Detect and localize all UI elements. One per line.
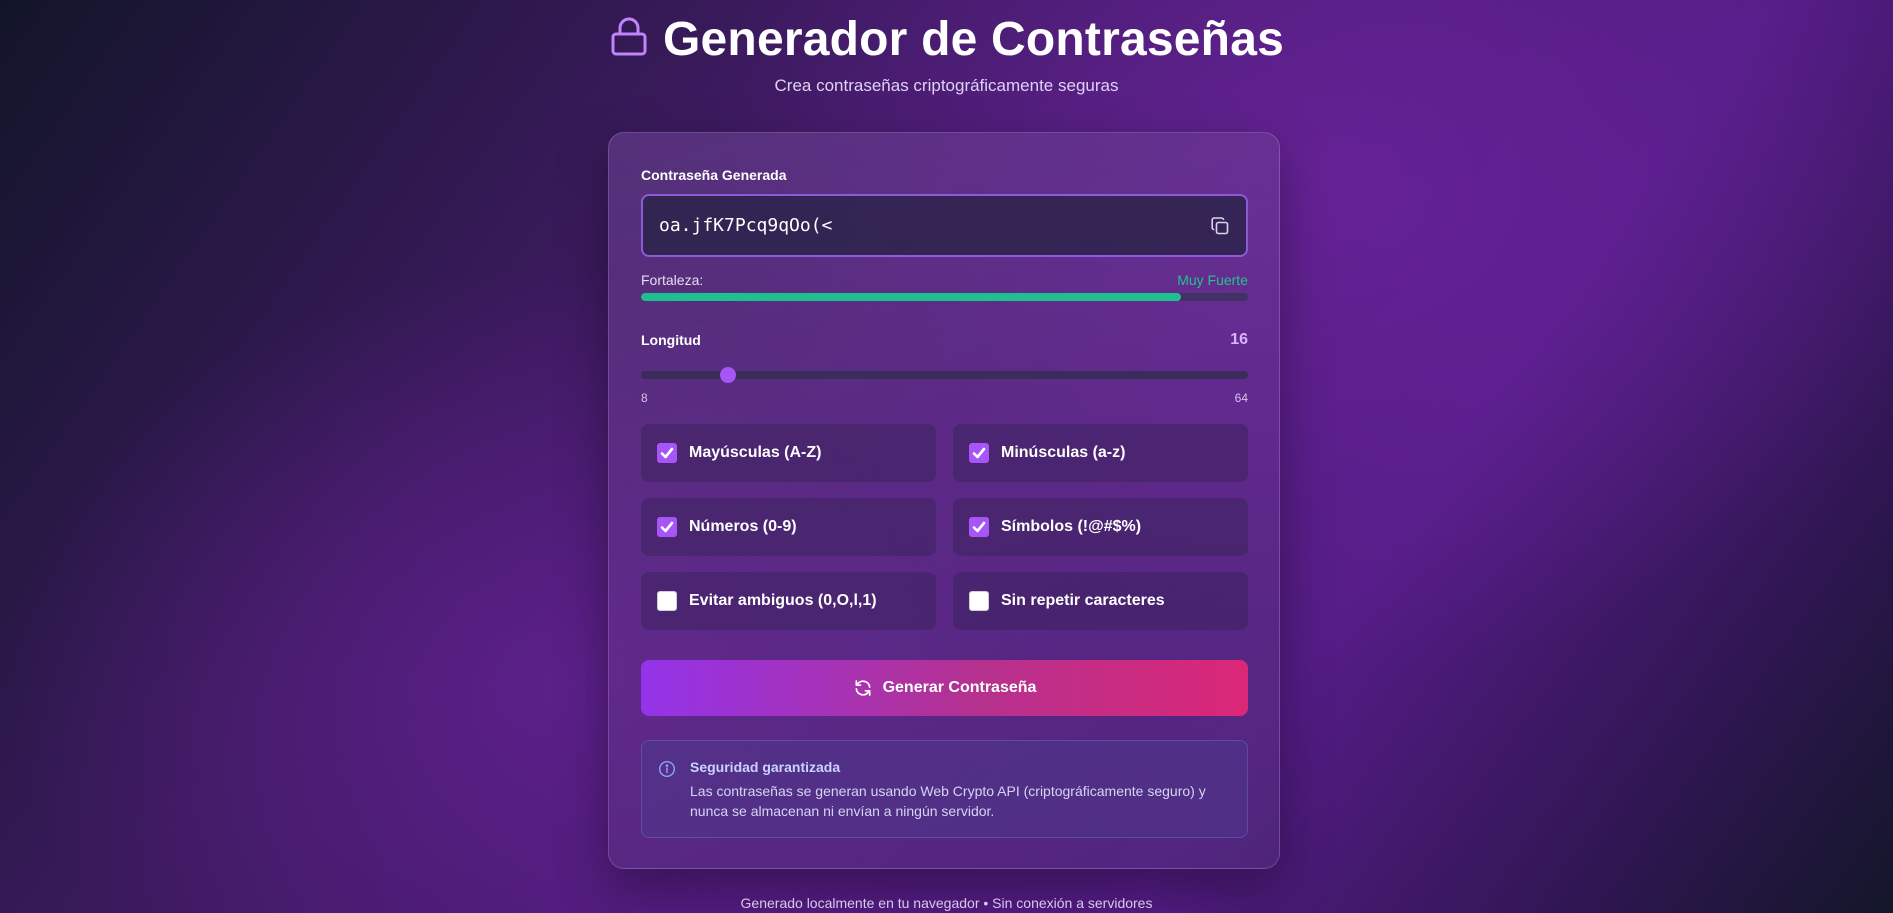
copy-button[interactable]	[1208, 214, 1232, 238]
option-label: Números (0-9)	[689, 518, 797, 535]
generate-button[interactable]: Generar Contraseña	[641, 660, 1248, 716]
option-lowercase[interactable]: Minúsculas (a-z)	[953, 424, 1248, 482]
password-label: Contraseña Generada	[641, 167, 787, 183]
generator-card: Contraseña Generada oa.jfK7Pcq9qOo(< For…	[608, 132, 1280, 869]
length-label: Longitud	[641, 332, 701, 348]
strength-row: Fortaleza: Muy Fuerte	[641, 272, 1248, 288]
option-label: Sin repetir caracteres	[1001, 592, 1165, 609]
page-subtitle: Crea contraseñas criptográficamente segu…	[774, 76, 1119, 95]
option-uppercase[interactable]: Mayúsculas (A-Z)	[641, 424, 936, 482]
checkbox-symbols[interactable]	[969, 517, 989, 537]
strength-value: Muy Fuerte	[1177, 272, 1248, 288]
checkbox-numbers[interactable]	[657, 517, 677, 537]
option-label: Minúsculas (a-z)	[1001, 444, 1126, 461]
password-field[interactable]: oa.jfK7Pcq9qOo(<	[641, 194, 1248, 257]
copy-icon[interactable]	[1210, 216, 1230, 236]
option-label: Símbolos (!@#$%)	[1001, 518, 1142, 535]
info-text: Las contraseñas se generan usando Web Cr…	[690, 783, 1206, 819]
checkbox-lowercase[interactable]	[969, 443, 989, 463]
checkbox-avoid-ambiguous[interactable]	[657, 591, 677, 611]
length-min: 8	[641, 391, 648, 405]
lock-icon	[609, 17, 649, 62]
length-range: 8 64	[641, 391, 1248, 405]
length-max: 64	[1234, 391, 1248, 405]
option-avoid-ambiguous[interactable]: Evitar ambiguos (0,O,l,1)	[641, 572, 936, 630]
option-label: Mayúsculas (A-Z)	[689, 444, 822, 461]
length-slider[interactable]	[641, 367, 1248, 383]
checkbox-no-repeat[interactable]	[969, 591, 989, 611]
length-slider-thumb[interactable]	[719, 367, 736, 383]
length-value: 16	[1230, 331, 1248, 348]
option-label: Evitar ambiguos (0,O,l,1)	[689, 592, 877, 609]
strength-label: Fortaleza:	[641, 272, 704, 288]
strength-bar-fill	[641, 293, 1182, 301]
security-info-box: Seguridad garantizada Las contraseñas se…	[641, 740, 1248, 838]
info-icon	[658, 760, 676, 778]
strength-bar	[641, 293, 1248, 301]
option-no-repeat[interactable]: Sin repetir caracteres	[953, 572, 1248, 630]
page-title: Generador de Contraseñas	[663, 12, 1284, 66]
generate-button-label: Generar Contraseña	[882, 679, 1037, 696]
footer-note: Generado localmente en tu navegador • Si…	[740, 895, 1153, 911]
title-row: Generador de Contraseñas	[0, 10, 1893, 68]
page-header: Generador de Contraseñas Crea contraseña…	[0, 10, 1893, 96]
length-row: Longitud 16	[641, 331, 1248, 349]
option-symbols[interactable]: Símbolos (!@#$%)	[953, 498, 1248, 556]
checkbox-uppercase[interactable]	[657, 443, 677, 463]
password-value[interactable]: oa.jfK7Pcq9qOo(<	[659, 215, 833, 236]
option-numbers[interactable]: Números (0-9)	[641, 498, 936, 556]
info-title: Seguridad garantizada	[690, 759, 841, 775]
refresh-icon	[855, 680, 871, 696]
